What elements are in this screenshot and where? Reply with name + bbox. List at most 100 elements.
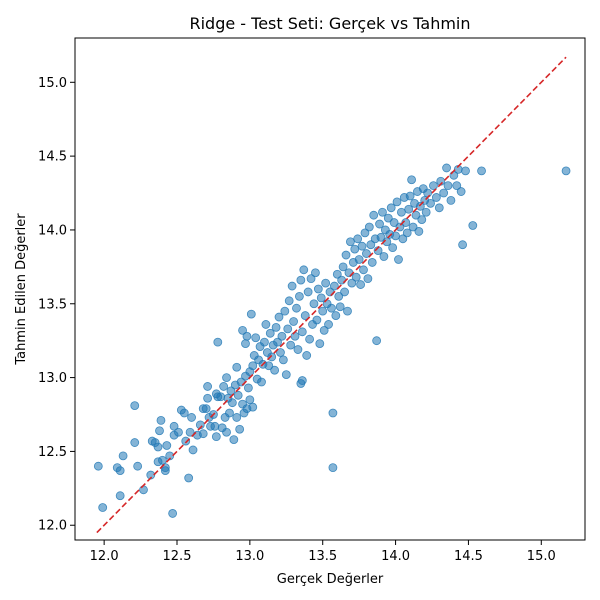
data-point xyxy=(179,408,189,418)
data-point xyxy=(229,435,239,445)
data-point xyxy=(243,383,253,393)
data-point xyxy=(458,240,468,250)
data-point xyxy=(321,278,331,288)
data-point xyxy=(372,336,382,346)
data-point xyxy=(306,274,316,284)
data-point xyxy=(344,268,354,278)
data-point xyxy=(345,237,355,247)
data-point xyxy=(366,240,376,250)
data-point xyxy=(265,328,275,338)
data-point xyxy=(402,228,412,238)
data-point xyxy=(115,466,125,476)
data-point xyxy=(287,281,297,291)
reference-line xyxy=(96,56,567,534)
data-point xyxy=(446,196,456,205)
x-tick-label: 14.5 xyxy=(454,549,483,564)
data-point xyxy=(251,333,261,343)
data-point xyxy=(394,255,403,264)
data-point xyxy=(379,252,389,261)
data-point xyxy=(309,299,319,309)
data-point xyxy=(210,421,220,431)
data-point xyxy=(364,222,374,232)
data-point xyxy=(305,334,315,344)
y-tick-label: 13.5 xyxy=(38,297,67,312)
data-point xyxy=(277,331,287,341)
data-point xyxy=(315,339,325,349)
data-point xyxy=(187,413,196,422)
y-tick-label: 12.0 xyxy=(38,519,67,534)
data-point xyxy=(386,203,396,213)
data-point xyxy=(313,284,323,294)
data-point xyxy=(248,402,258,412)
data-point xyxy=(235,424,245,434)
data-point xyxy=(375,219,384,229)
data-point xyxy=(561,166,571,176)
x-ticks: 12.0 12.5 13.0 13.5 14.0 14.5 15.0 xyxy=(90,540,556,564)
data-point xyxy=(417,215,427,225)
y-ticks: 12.0 12.5 13.0 13.5 14.0 14.5 15.0 xyxy=(38,76,75,534)
plot-frame xyxy=(74,37,586,541)
data-point xyxy=(360,228,370,238)
data-point xyxy=(316,293,326,303)
data-point xyxy=(302,351,312,360)
data-point xyxy=(289,317,298,326)
data-point xyxy=(232,362,242,372)
data-point xyxy=(233,390,243,400)
x-axis-title: Gerçek Değerler xyxy=(277,572,384,587)
data-point xyxy=(246,309,256,319)
data-point xyxy=(216,392,226,402)
data-point xyxy=(456,187,466,196)
data-point xyxy=(426,198,435,208)
data-point xyxy=(363,274,373,284)
data-point xyxy=(227,398,237,408)
data-point xyxy=(153,442,163,452)
data-point xyxy=(292,303,301,313)
data-point xyxy=(139,485,148,495)
data-point xyxy=(356,280,366,289)
data-point xyxy=(296,275,306,285)
data-point xyxy=(442,163,451,173)
data-point xyxy=(297,327,307,337)
y-tick-label: 14.0 xyxy=(38,223,67,238)
data-point xyxy=(369,210,379,220)
data-point xyxy=(130,401,140,411)
data-point xyxy=(477,166,486,176)
data-point xyxy=(337,275,347,285)
data-point xyxy=(350,244,360,254)
data-point xyxy=(156,416,166,425)
data-point xyxy=(267,352,277,362)
data-point xyxy=(423,188,433,198)
data-point xyxy=(378,207,387,217)
data-point xyxy=(133,461,143,471)
data-point xyxy=(264,361,274,371)
data-point xyxy=(294,291,304,301)
data-point xyxy=(203,393,213,403)
data-point xyxy=(327,303,336,313)
y-tick-label: 14.5 xyxy=(38,150,67,165)
points-layer xyxy=(93,163,571,518)
data-point xyxy=(331,311,341,320)
data-point xyxy=(242,331,252,341)
data-point xyxy=(162,441,172,450)
data-point xyxy=(415,201,425,211)
data-point xyxy=(225,408,234,418)
data-point xyxy=(284,296,294,306)
x-tick-label: 12.0 xyxy=(90,549,119,564)
data-point xyxy=(168,509,178,518)
reference-line-layer xyxy=(96,56,567,534)
data-point xyxy=(303,287,313,297)
data-point xyxy=(340,287,349,297)
data-point xyxy=(281,370,291,380)
data-point xyxy=(238,325,247,335)
data-point xyxy=(335,302,345,312)
data-point xyxy=(311,268,320,278)
data-point xyxy=(443,181,453,191)
data-point xyxy=(405,191,415,201)
x-tick-label: 13.5 xyxy=(308,549,337,564)
data-point xyxy=(367,258,377,267)
data-point xyxy=(431,193,441,202)
data-point xyxy=(297,376,307,385)
data-point xyxy=(376,232,386,242)
data-point xyxy=(359,265,368,275)
data-point xyxy=(434,203,444,213)
